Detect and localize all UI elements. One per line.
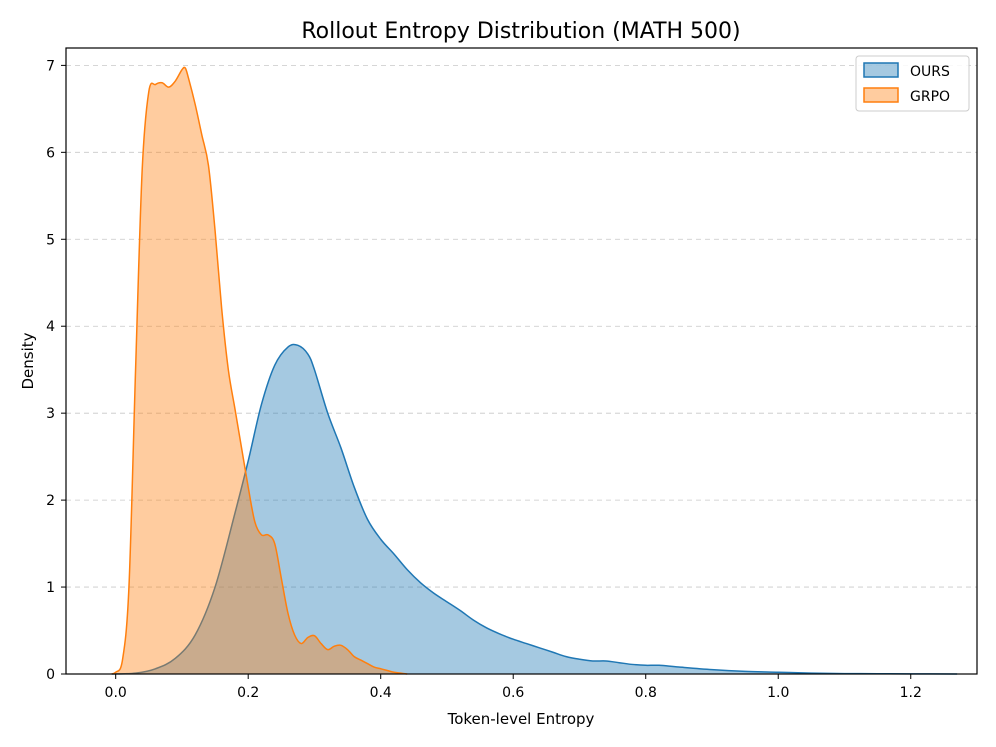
plot-frame [65,47,978,675]
series-grpo [111,66,408,675]
legend-label-grpo: GRPO [910,89,950,105]
y-tick-label: 0 [46,667,55,683]
x-tick-label: 1.0 [767,685,789,701]
x-tick-label: 0.8 [635,685,657,701]
y-tick-label: 1 [46,580,55,596]
density-line-ours [111,343,958,675]
y-tick-label: 7 [46,58,55,74]
chart-title: Rollout Entropy Distribution (MATH 500) [301,19,740,44]
y-axis-label: Density [19,332,37,389]
legend-box [855,55,970,112]
legend-items: OURS GRPO [863,62,950,105]
gridlines [66,64,977,588]
density-area-grpo [111,67,408,675]
density-line-grpo [111,66,408,675]
x-axis-ticks: 0.0 0.2 0.4 0.6 0.8 1.0 1.2 [105,674,922,701]
y-tick-label: 3 [46,406,55,422]
y-axis-ticks: 0 1 2 3 4 5 6 7 [46,58,66,683]
legend-swatch-ours [863,62,899,78]
x-tick-label: 0.6 [502,685,524,701]
series-layer [111,66,958,675]
y-tick-label: 6 [46,145,55,161]
x-tick-label: 0.0 [105,685,127,701]
series-ours [111,343,958,675]
x-tick-label: 1.2 [900,685,922,701]
x-tick-label: 0.2 [237,685,259,701]
x-axis-label: Token-level Entropy [447,710,595,728]
y-tick-label: 4 [46,319,55,335]
y-tick-label: 2 [46,493,55,509]
legend-label-ours: OURS [910,64,950,80]
y-tick-label: 5 [46,232,55,248]
density-area-ours [111,344,958,674]
legend: OURS GRPO [855,55,970,112]
x-tick-label: 0.4 [370,685,392,701]
legend-swatch-grpo [863,87,899,103]
